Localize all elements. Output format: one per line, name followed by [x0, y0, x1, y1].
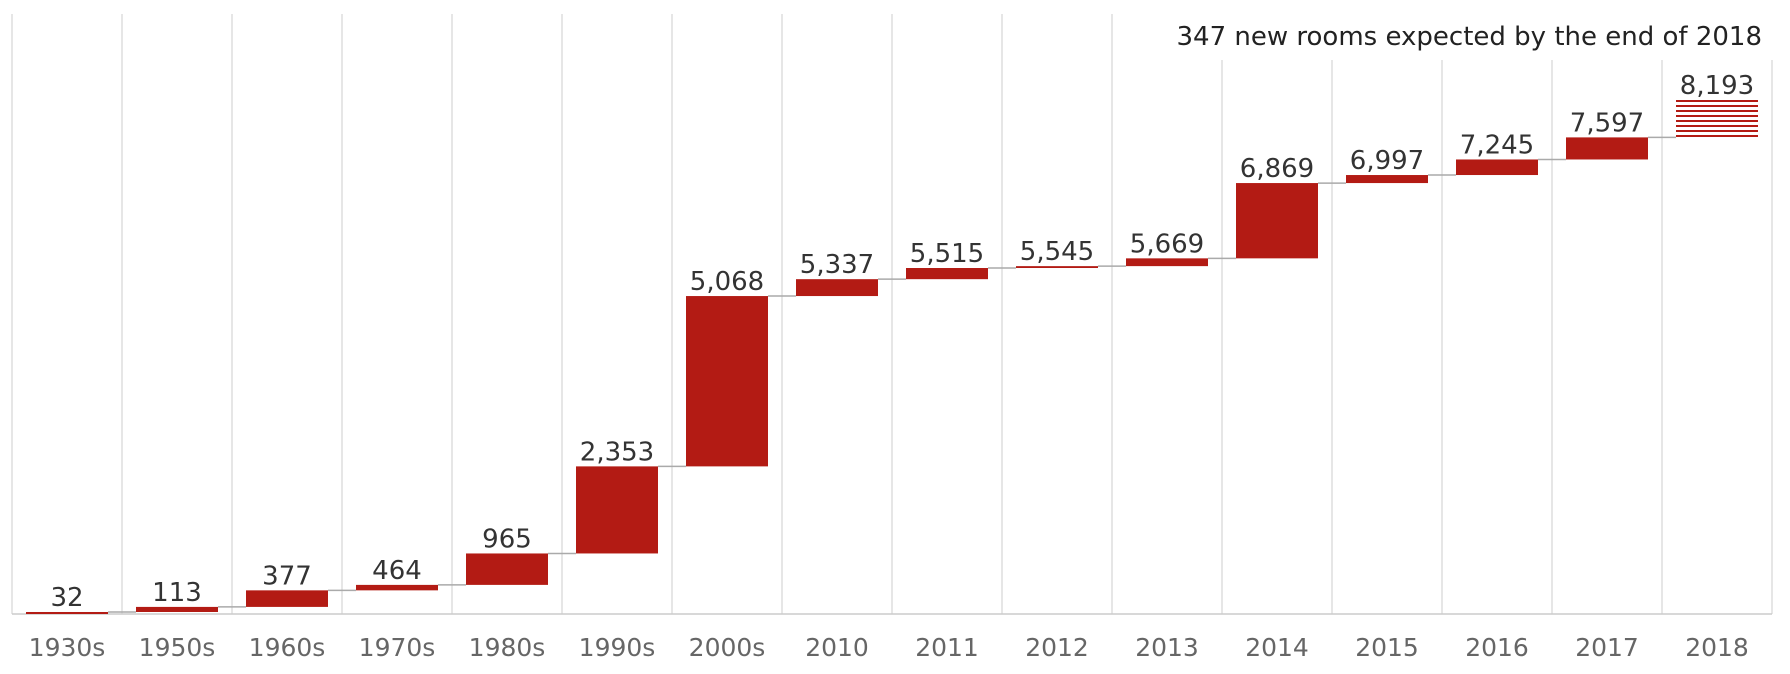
bar: [466, 553, 548, 585]
x-tick-label: 2000s: [689, 633, 766, 662]
value-label: 5,337: [800, 250, 874, 280]
x-tick-label: 2014: [1245, 633, 1309, 662]
bar: [356, 584, 438, 591]
value-label: 113: [152, 578, 202, 608]
bar: [26, 611, 108, 614]
x-tick-label: 1980s: [469, 633, 546, 662]
bar: [1346, 175, 1428, 184]
x-tick-label: 1960s: [249, 633, 326, 662]
bar: [906, 268, 988, 280]
bar: [576, 466, 658, 554]
value-label: 5,515: [910, 239, 984, 269]
value-label: 5,545: [1020, 237, 1094, 267]
value-label: 2,353: [580, 437, 654, 467]
value-label: 965: [482, 524, 532, 554]
x-tick-label: 2010: [805, 633, 869, 662]
value-labels: 32 113 377 464 965 2,353 5,068 5,337 5,515 5,545 5…: [50, 71, 1754, 613]
value-label: 8,193: [1680, 71, 1754, 101]
x-tick-label: 1990s: [579, 633, 656, 662]
x-tick-label: 1950s: [139, 633, 216, 662]
value-label: 7,597: [1570, 108, 1644, 138]
value-label: 6,997: [1350, 146, 1424, 176]
bar: [246, 590, 328, 607]
x-tick-labels: 1930s 1950s 1960s 1970s 1980s 1990s 2000s 2010 2…: [29, 633, 1749, 662]
bar: [1566, 137, 1648, 160]
bar: [796, 279, 878, 297]
value-label: 6,869: [1240, 154, 1314, 184]
x-tick-label: 2011: [915, 633, 979, 662]
value-label: 7,245: [1460, 130, 1534, 160]
value-label: 377: [262, 561, 312, 591]
x-tick-label: 1930s: [29, 633, 106, 662]
x-tick-label: 2015: [1355, 633, 1419, 662]
value-label: 5,669: [1130, 229, 1204, 259]
bar-projected: [1676, 100, 1758, 138]
bar: [1236, 183, 1318, 259]
x-tick-label: 1970s: [359, 633, 436, 662]
gridlines: [11, 14, 1773, 614]
x-tick-label: 2016: [1465, 633, 1529, 662]
chart-annotation: 347 new rooms expected by the end of 201…: [1177, 22, 1762, 52]
bar: [1126, 258, 1208, 267]
x-tick-label: 2018: [1685, 633, 1749, 662]
bars: [26, 100, 1758, 614]
connectors: [108, 136, 1676, 613]
x-tick-label: 2013: [1135, 633, 1199, 662]
bar: [136, 606, 218, 612]
x-tick-label: 2012: [1025, 633, 1089, 662]
value-label: 5,068: [690, 267, 764, 297]
value-label: 464: [372, 556, 422, 586]
value-label: 32: [50, 583, 83, 613]
bar: [686, 296, 768, 467]
x-tick-label: 2017: [1575, 633, 1639, 662]
bar: [1456, 159, 1538, 176]
bar: [1016, 266, 1098, 269]
